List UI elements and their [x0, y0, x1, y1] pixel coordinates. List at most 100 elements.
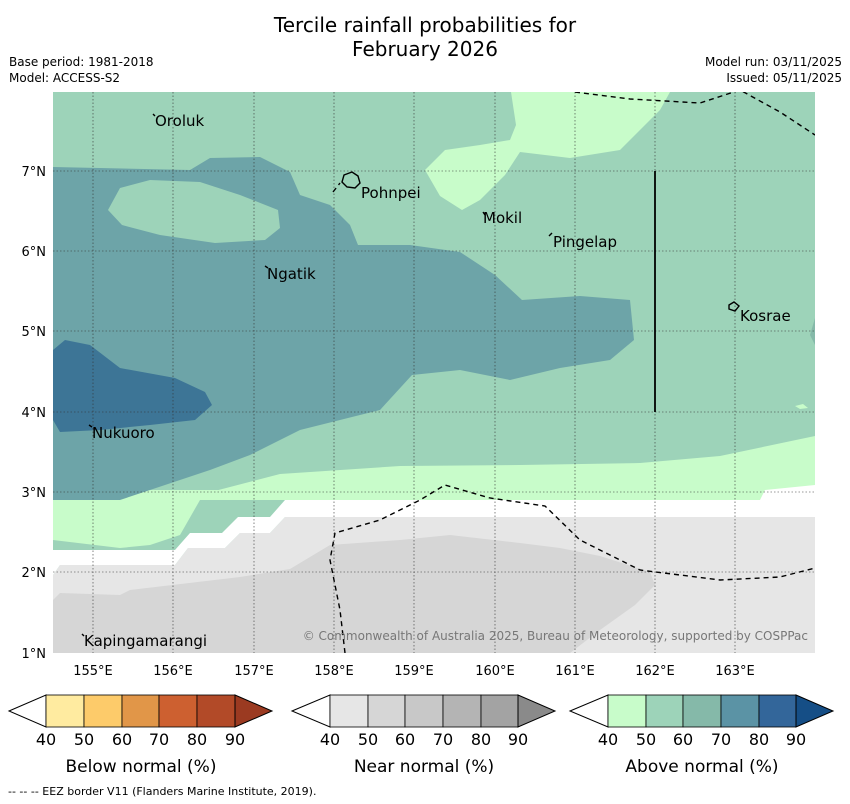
below-swatch [45, 694, 85, 728]
lon-tick: 157°E [234, 664, 274, 679]
lat-tick: 3°N [22, 486, 47, 501]
above-swatch [758, 694, 797, 728]
lon-tick: 161°E [555, 664, 595, 679]
above-under-arrow [568, 694, 609, 728]
islands [81, 113, 740, 637]
eez-border-north [574, 92, 815, 136]
label-mokil: Mokil [483, 209, 522, 227]
near-swatch [442, 694, 482, 728]
above-tick: 60 [673, 730, 693, 749]
near-50-region [53, 535, 655, 653]
label-pingelap: Pingelap [553, 233, 617, 251]
issued-date: Issued: 05/11/2025 [726, 71, 842, 85]
below-under-arrow [7, 694, 47, 728]
below-swatch [121, 694, 160, 728]
no-signal-strip [53, 500, 815, 575]
legend-below: 40 50 60 70 80 90 Below normal (%) [7, 694, 274, 777]
near-tick: 40 [320, 730, 340, 749]
near-swatch [329, 694, 369, 728]
lon-tick: 156°E [153, 664, 193, 679]
model-run-date: Model run: 03/11/2025 [704, 55, 842, 69]
title-line-1: Tercile rainfall probabilities for [273, 13, 577, 37]
label-oroluk: Oroluk [155, 112, 204, 130]
lat-tick: 4°N [22, 406, 47, 421]
lat-tick: 5°N [22, 325, 47, 340]
title-line-2: February 2026 [352, 37, 498, 61]
above-60-edge [810, 318, 815, 345]
near-tick: 50 [358, 730, 378, 749]
below-swatch [83, 694, 123, 728]
above-swatch [720, 694, 760, 728]
near-tick: 90 [508, 730, 528, 749]
label-kapingamarangi: Kapingamarangi [84, 632, 207, 650]
near-label: Near normal (%) [354, 757, 494, 777]
lon-tick: 163°E [715, 664, 755, 679]
eez-border-south [329, 484, 815, 653]
no-signal-strip-east [760, 485, 815, 500]
below-tick: 60 [112, 730, 132, 749]
label-pohnpei: Pohnpei [361, 184, 421, 202]
above-40-region-north [425, 92, 670, 210]
near-swatch [367, 694, 406, 728]
ngatik-island [264, 265, 269, 269]
meta-right: Model run: 03/11/2025 Issued: 05/11/2025 [705, 54, 842, 86]
near-under-arrow [290, 694, 331, 728]
near-tick: 70 [433, 730, 453, 749]
pohnpei-island [341, 171, 361, 189]
above-tick: 70 [711, 730, 731, 749]
lat-tick: 6°N [22, 245, 47, 260]
lon-tick: 159°E [394, 664, 434, 679]
label-kosrae: Kosrae [740, 307, 791, 325]
eez-footnote: -- -- -- EEZ border V11 (Flanders Marine… [8, 785, 317, 798]
lat-tick: 7°N [22, 165, 47, 180]
lon-tick: 162°E [635, 664, 675, 679]
below-over-arrow [234, 694, 274, 728]
below-label: Below normal (%) [66, 757, 217, 777]
below-tick: 50 [74, 730, 94, 749]
above-tick: 40 [598, 730, 618, 749]
near-over-arrow [517, 694, 557, 728]
copyright-notice: © Commonwealth of Australia 2025, Bureau… [303, 629, 808, 643]
near-tick: 80 [471, 730, 491, 749]
kapingamarangi-island [81, 633, 85, 637]
below-tick: 90 [225, 730, 245, 749]
above-swatch [607, 694, 647, 728]
place-labels: Oroluk Pohnpei Mokil Pingelap Ngatik Kos… [84, 112, 791, 650]
map-title: Tercile rainfall probabilities for Febru… [0, 13, 850, 61]
lat-tick: 2°N [22, 566, 47, 581]
legend-near: 40 50 60 70 80 90 Near normal (%) [290, 694, 557, 777]
eez-border-pohnpei [332, 182, 341, 193]
below-tick: 40 [36, 730, 56, 749]
above-tick: 80 [749, 730, 769, 749]
lon-tick: 155°E [73, 664, 113, 679]
above-40-band-south [53, 436, 815, 500]
legend-above: 40 50 60 70 80 90 Above normal (%) [568, 694, 835, 777]
oroluk-island [152, 113, 156, 117]
near-tick: 60 [395, 730, 415, 749]
base-period: Base period: 1981-2018 [9, 55, 154, 69]
below-swatch [158, 694, 198, 728]
meta-left: Base period: 1981-2018 Model: ACCESS-S2 [9, 54, 154, 86]
lon-tick: 160°E [475, 664, 515, 679]
model-name: Model: ACCESS-S2 [9, 71, 121, 85]
above-tick: 90 [786, 730, 806, 749]
above-40-dot [795, 404, 808, 409]
mokil-island [482, 211, 486, 216]
near-swatch [404, 694, 444, 728]
above-swatch [682, 694, 722, 728]
above-swatch [645, 694, 684, 728]
below-tick: 70 [149, 730, 169, 749]
pingelap-island [548, 232, 553, 237]
above-over-arrow [795, 694, 835, 728]
lon-axis: 155°E 156°E 157°E 158°E 159°E 160°E 161°… [73, 664, 755, 679]
kosrae-island [728, 301, 740, 312]
label-ngatik: Ngatik [267, 265, 316, 283]
below-tick: 80 [187, 730, 207, 749]
lon-tick: 158°E [314, 664, 354, 679]
near-swatch [480, 694, 519, 728]
above-tick: 50 [636, 730, 656, 749]
above-50-pocket [108, 180, 280, 243]
lat-axis: 7°N 6°N 5°N 4°N 3°N 2°N 1°N [22, 165, 47, 662]
label-nukuoro: Nukuoro [92, 424, 155, 442]
